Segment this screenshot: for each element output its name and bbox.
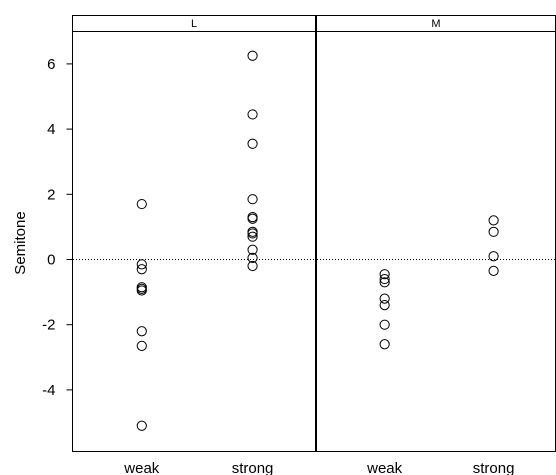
data-point [247,138,258,149]
data-point [247,228,258,239]
data-point [136,259,147,270]
data-point [136,326,147,337]
data-point [379,273,390,285]
y-tick-label: 4 [47,121,55,138]
x-tick-label-strong: strong [232,460,274,475]
data-point [379,300,390,311]
y-tick-label: 0 [47,252,55,269]
x-tick-label-weak: weak [123,460,160,475]
data-point [247,109,258,120]
data-point [488,265,499,277]
data-point [247,244,258,255]
data-point [379,269,390,280]
data-point [136,420,147,431]
data-point [379,293,390,304]
data-point [488,251,499,262]
data-point [247,213,258,224]
data-point [488,215,499,226]
data-point [379,319,390,330]
y-axis: 6 4 2 0 -2 -4 [42,56,73,399]
strip-label-l: L [191,18,197,30]
data-point [136,198,147,210]
y-tick-label: 6 [47,56,55,73]
x-tick-label-strong: strong [473,460,515,475]
data-point [379,339,390,350]
data-point [136,285,147,296]
data-point [247,50,258,61]
data-point [247,260,258,272]
data-point [488,226,499,237]
panel-frame-m [316,31,556,452]
panel-frame-l [72,31,316,452]
data-point [379,277,390,288]
data-point [247,252,258,263]
y-axis-title: Semitone [12,211,29,274]
data-point [247,231,258,242]
data-point [247,194,258,205]
y-tick-label: -4 [42,382,55,399]
y-tick-label: -2 [42,317,55,334]
data-point [136,264,147,275]
y-tick-label: 2 [47,186,55,203]
data-point [136,340,147,351]
strip-label-m: M [431,18,440,30]
x-tick-label-weak: weak [366,460,403,475]
